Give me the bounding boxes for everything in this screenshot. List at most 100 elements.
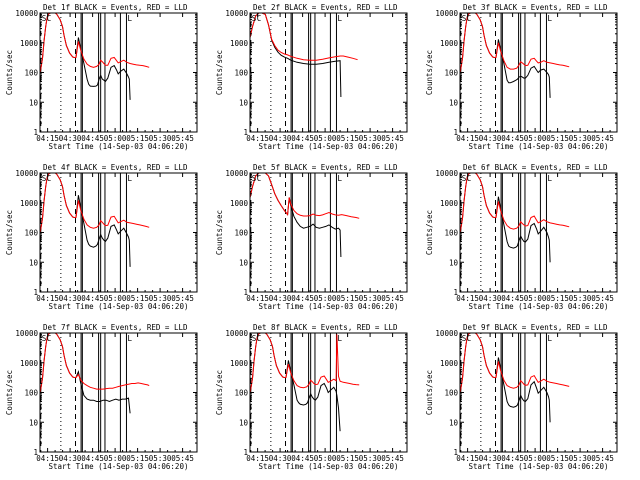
chart-title: Det 5f BLACK = Events, RED = LLD	[253, 163, 398, 172]
x-tick-label: 04:45	[81, 454, 104, 463]
y-tick-label: 100	[444, 229, 458, 238]
x-tick-label: 04:45	[501, 294, 524, 303]
phase-marker-c: C	[257, 334, 262, 343]
plot-area	[40, 333, 150, 452]
y-tick-label: 1	[33, 448, 38, 457]
x-tick-label: 05:00	[524, 294, 547, 303]
series-line-lld	[40, 173, 150, 234]
chart-title: Det 2f BLACK = Events, RED = LLD	[253, 3, 398, 12]
x-tick-label: 04:45	[501, 454, 524, 463]
y-tick-label: 1	[243, 448, 248, 457]
y-tick-label: 1000	[20, 39, 39, 48]
phase-marker-l: L	[337, 174, 342, 183]
phase-marker-s: S	[252, 334, 257, 343]
x-tick-label: 05:00	[524, 134, 547, 143]
phase-marker-c: C	[47, 334, 52, 343]
y-tick-label: 1000	[440, 199, 459, 208]
chart-title: Det 1f BLACK = Events, RED = LLD	[43, 3, 188, 12]
y-tick-label: 10	[449, 418, 459, 427]
x-tick-label: 05:00	[314, 134, 337, 143]
chart-panel-6: Det 6f BLACK = Events, RED = LLD S C L 1 10 10…	[425, 163, 618, 311]
chart-title: Det 3f BLACK = Events, RED = LLD	[463, 3, 608, 12]
plot-area	[40, 173, 150, 292]
series-line-lld	[460, 173, 570, 234]
phase-marker-s: S	[462, 334, 467, 343]
y-tick-label: 1000	[230, 199, 249, 208]
x-tick-label: 04:30	[479, 134, 502, 143]
x-tick-label: 05:15	[126, 454, 149, 463]
plot-area	[460, 173, 570, 292]
phase-marker-s: S	[252, 174, 257, 183]
chart-panel-2: Det 2f BLACK = Events, RED = LLD S C L 1 10 10…	[215, 3, 408, 151]
y-tick-label: 10000	[15, 169, 38, 178]
x-axis-label: Start Time (14-Sep-03 04:06:20)	[469, 142, 609, 151]
y-axis-label: Counts/sec	[425, 370, 434, 415]
phase-marker-s: S	[42, 174, 47, 183]
y-tick-label: 10000	[225, 9, 248, 18]
y-tick-label: 10	[29, 98, 39, 107]
y-tick-label: 10000	[225, 169, 248, 178]
phase-marker-s: S	[462, 174, 467, 183]
y-tick-label: 100	[444, 69, 458, 78]
x-axis-label: Start Time (14-Sep-03 04:06:20)	[469, 462, 609, 471]
x-tick-label: 05:00	[104, 454, 127, 463]
chart-title: Det 8f BLACK = Events, RED = LLD	[253, 323, 398, 332]
x-tick-label: 05:45	[591, 294, 614, 303]
y-tick-label: 1000	[20, 359, 39, 368]
x-tick-label: 04:45	[501, 134, 524, 143]
y-tick-label: 10000	[435, 9, 458, 18]
y-axis-label: Counts/sec	[215, 210, 224, 255]
x-tick-label: 04:45	[291, 134, 314, 143]
series-line-lld	[460, 13, 570, 74]
phase-marker-s: S	[42, 334, 47, 343]
y-tick-label: 1000	[440, 359, 459, 368]
phase-marker-c: C	[47, 14, 52, 23]
phase-marker-c: C	[467, 334, 472, 343]
y-axis-label: Counts/sec	[215, 50, 224, 95]
x-tick-label: 05:30	[569, 294, 592, 303]
x-tick-label: 04:45	[291, 294, 314, 303]
x-tick-label: 05:15	[336, 134, 359, 143]
x-tick-label: 05:45	[381, 134, 404, 143]
x-tick-label: 05:30	[149, 454, 172, 463]
chart-title: Det 9f BLACK = Events, RED = LLD	[463, 323, 608, 332]
y-tick-label: 10	[239, 258, 249, 267]
series-line-events	[250, 13, 342, 98]
x-tick-label: 05:30	[569, 454, 592, 463]
chart-title: Det 7f BLACK = Events, RED = LLD	[43, 323, 188, 332]
y-tick-label: 10000	[435, 329, 458, 338]
y-axis-label: Counts/sec	[5, 50, 14, 95]
y-tick-label: 100	[24, 389, 38, 398]
x-tick-label: 05:15	[126, 134, 149, 143]
phase-marker-l: L	[337, 14, 342, 23]
x-tick-label: 05:00	[524, 454, 547, 463]
chart-panel-1: Det 1f BLACK = Events, RED = LLD S C L 1 10 10…	[5, 3, 198, 151]
x-axis-label: Start Time (14-Sep-03 04:06:20)	[259, 462, 399, 471]
y-tick-label: 10000	[15, 329, 38, 338]
x-tick-label: 04:15	[36, 454, 59, 463]
chart-panel-5: Det 5f BLACK = Events, RED = LLD S C L 1 10 10…	[215, 163, 408, 311]
y-tick-label: 10	[239, 98, 249, 107]
series-line-lld	[250, 333, 360, 394]
x-tick-label: 05:30	[569, 134, 592, 143]
x-tick-label: 04:15	[246, 454, 269, 463]
plot-area	[460, 13, 570, 132]
y-axis-label: Counts/sec	[425, 210, 434, 255]
x-axis-label: Start Time (14-Sep-03 04:06:20)	[259, 302, 399, 311]
plot-area	[40, 13, 150, 132]
x-tick-label: 04:45	[291, 454, 314, 463]
y-tick-label: 100	[24, 229, 38, 238]
phase-marker-l: L	[127, 174, 132, 183]
y-tick-label: 10	[29, 418, 39, 427]
y-tick-label: 1000	[440, 39, 459, 48]
phase-marker-s: S	[42, 14, 47, 23]
y-tick-label: 100	[24, 69, 38, 78]
x-tick-label: 04:15	[36, 134, 59, 143]
x-tick-label: 05:45	[381, 294, 404, 303]
y-tick-label: 100	[234, 69, 248, 78]
x-axis-label: Start Time (14-Sep-03 04:06:20)	[49, 142, 189, 151]
phase-marker-l: L	[547, 174, 552, 183]
plot-area	[250, 13, 358, 132]
y-tick-label: 1000	[230, 359, 249, 368]
x-tick-label: 04:15	[246, 134, 269, 143]
